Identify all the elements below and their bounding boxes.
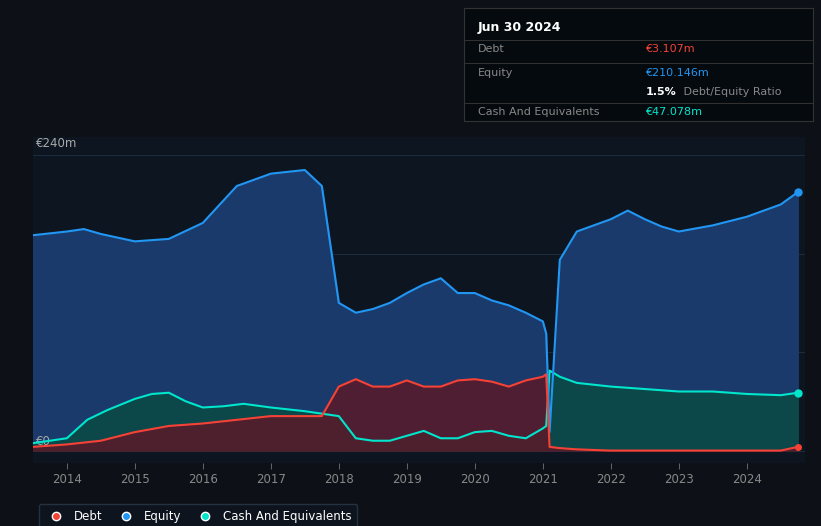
Text: €0: €0 xyxy=(36,435,51,448)
Text: €240m: €240m xyxy=(36,137,78,150)
Text: €3.107m: €3.107m xyxy=(645,44,695,54)
Text: Debt: Debt xyxy=(478,44,505,54)
Legend: Debt, Equity, Cash And Equivalents: Debt, Equity, Cash And Equivalents xyxy=(39,504,357,526)
Text: Debt/Equity Ratio: Debt/Equity Ratio xyxy=(680,87,782,97)
Text: €210.146m: €210.146m xyxy=(645,68,709,78)
Text: Jun 30 2024: Jun 30 2024 xyxy=(478,22,562,35)
Text: €47.078m: €47.078m xyxy=(645,107,702,117)
Text: 1.5%: 1.5% xyxy=(645,87,676,97)
Text: Equity: Equity xyxy=(478,68,513,78)
Text: Cash And Equivalents: Cash And Equivalents xyxy=(478,107,599,117)
